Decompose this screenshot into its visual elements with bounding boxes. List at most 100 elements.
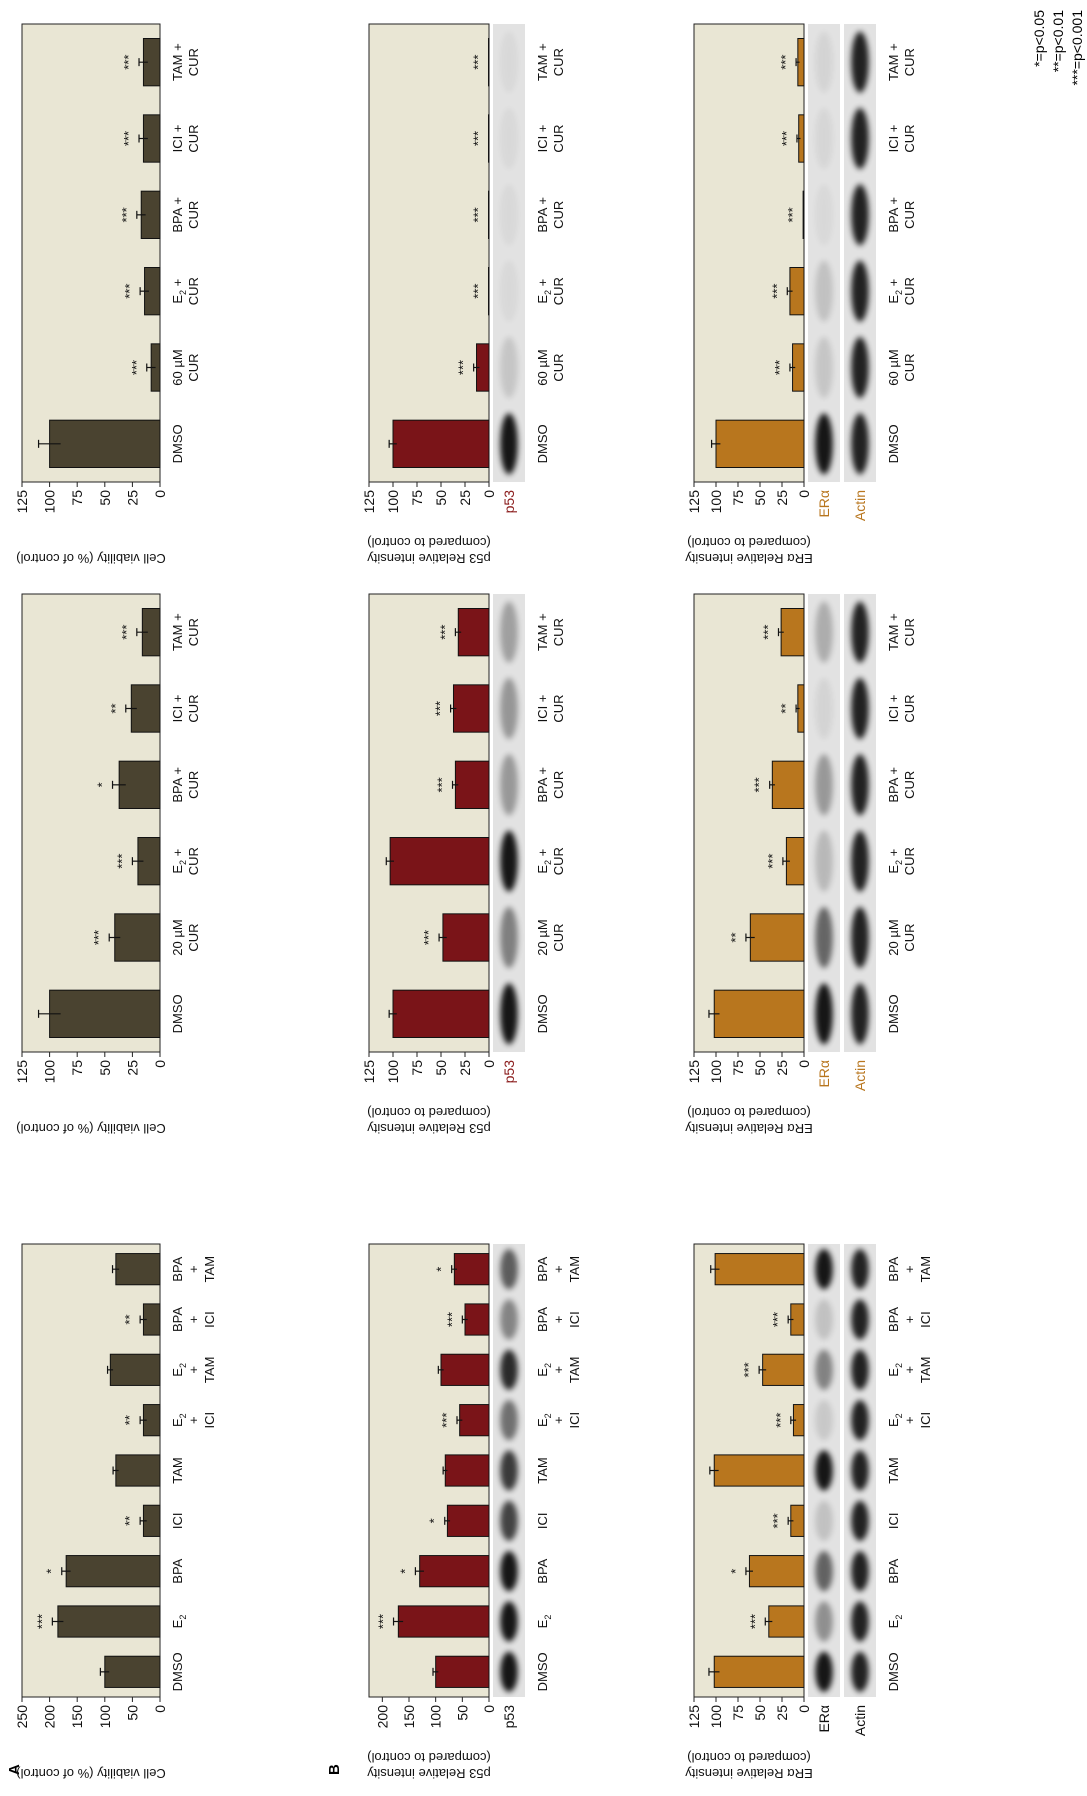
significance-label: *** xyxy=(752,777,767,792)
chart-svg-a3: Cell viability (% of control) 0 25 50 75 100 1… xyxy=(14,23,201,566)
significance-label: *** xyxy=(121,131,136,146)
blot-band xyxy=(815,184,833,246)
y-tick-label: 75 xyxy=(730,1060,746,1076)
bar xyxy=(749,913,805,962)
category-label: + xyxy=(902,1316,917,1324)
blot-band xyxy=(500,184,518,246)
bar xyxy=(114,913,161,962)
bar xyxy=(49,419,161,468)
legend-one-star: *=p<0.05 xyxy=(1031,10,1047,67)
y-axis-label: (compared to control) xyxy=(367,1750,491,1765)
category-label: CUR xyxy=(902,771,917,799)
y-axis-label: Cell viability (% of control) xyxy=(16,551,166,566)
plot-area xyxy=(21,593,161,1053)
y-tick-label: 50 xyxy=(124,1705,140,1721)
category-label: 20 µM xyxy=(170,919,185,955)
y-tick-label: 75 xyxy=(730,490,746,506)
bar xyxy=(713,989,805,1038)
blot-label-p53: p53 xyxy=(501,490,517,514)
significance-label: *** xyxy=(91,930,106,945)
bar xyxy=(109,1353,161,1386)
significance-label: ** xyxy=(122,1516,137,1526)
significance-label: *** xyxy=(119,207,134,222)
category-label: CUR xyxy=(186,923,201,951)
category-label: CUR xyxy=(551,847,566,875)
y-tick-label: 0 xyxy=(152,1060,168,1068)
category-label: E2 xyxy=(535,1413,553,1427)
category-label: 20 µM xyxy=(535,919,550,955)
category-label: DMSO xyxy=(170,994,185,1033)
bar xyxy=(419,1555,490,1588)
blot-band xyxy=(815,1601,833,1642)
category-label: BPA xyxy=(535,1256,550,1281)
blot-band xyxy=(500,336,518,399)
category-label: CUR xyxy=(186,618,201,646)
bar xyxy=(457,608,490,657)
category-label: TAM xyxy=(567,1357,582,1383)
bar xyxy=(435,1655,490,1688)
chart-a2: Cell viability (% of control) 0 25 50 75 100 1… xyxy=(8,580,266,1140)
blot-band xyxy=(851,601,869,663)
category-label: E2 + xyxy=(535,849,553,874)
category-label: BPA xyxy=(170,1256,185,1281)
blot-label-actin: Actin xyxy=(852,1060,868,1091)
blot-band xyxy=(815,983,833,1045)
blot-band xyxy=(500,601,518,663)
blot-band xyxy=(851,677,869,740)
chart-b6: ERα Relative intensity (compared to contr… xyxy=(680,10,1010,570)
y-tick-label: 125 xyxy=(686,1705,702,1729)
significance-label: *** xyxy=(747,1614,762,1629)
blot-band xyxy=(815,1400,833,1441)
blot-band xyxy=(851,336,869,399)
category-label: BPA + xyxy=(886,197,901,233)
y-tick-label: 125 xyxy=(686,490,702,514)
plot-area xyxy=(693,23,805,483)
blot-strip-actin xyxy=(844,594,876,1052)
blot-label-era: ERα xyxy=(816,490,832,518)
category-label: E2 + xyxy=(886,279,904,304)
y-tick-label: 50 xyxy=(433,490,449,506)
blot-strip-era xyxy=(808,24,840,482)
category-label: E2 + xyxy=(886,849,904,874)
significance-label: *** xyxy=(433,701,448,716)
significance-label: * xyxy=(434,1267,449,1272)
category-label: + xyxy=(551,1265,566,1273)
category-label: BPA + xyxy=(535,767,550,803)
category-label: DMSO xyxy=(535,1652,550,1691)
y-tick-label: 150 xyxy=(401,1705,417,1729)
category-label: + xyxy=(902,1366,917,1374)
blot-band xyxy=(851,413,869,475)
category-label: TAM + xyxy=(535,613,550,651)
significance-label: *** xyxy=(779,131,794,146)
bar xyxy=(65,1555,161,1588)
category-label: ICI + xyxy=(170,125,185,153)
bar xyxy=(802,190,805,239)
category-label: TAM xyxy=(202,1357,217,1383)
category-label: CUR xyxy=(551,923,566,951)
y-tick-label: 125 xyxy=(361,490,377,514)
bar xyxy=(714,1253,805,1286)
significance-label: *** xyxy=(785,207,800,222)
significance-label: *** xyxy=(376,1614,391,1629)
category-label: TAM xyxy=(886,1457,901,1483)
category-label: BPA xyxy=(170,1307,185,1332)
category-label: TAM xyxy=(918,1256,933,1282)
y-tick-label: 125 xyxy=(686,1060,702,1084)
blot-band xyxy=(500,107,518,170)
category-label: CUR xyxy=(551,48,566,76)
y-tick-label: 150 xyxy=(69,1705,85,1729)
category-label: DMSO xyxy=(886,424,901,463)
category-label: TAM xyxy=(170,1457,185,1483)
chart-b2: p53 Relative intensity (compared to contr… xyxy=(355,580,625,1140)
blot-strip-p53 xyxy=(493,594,525,1052)
y-tick-label: 50 xyxy=(97,1060,113,1076)
y-tick-label: 0 xyxy=(481,1705,497,1713)
category-label: BPA + xyxy=(535,197,550,233)
y-tick-label: 50 xyxy=(433,1060,449,1076)
blot-band xyxy=(815,260,833,322)
bar xyxy=(452,684,490,733)
plot-area xyxy=(368,23,490,483)
category-label: + xyxy=(902,1265,917,1273)
blot-band xyxy=(851,754,869,816)
y-tick-label: 100 xyxy=(97,1705,113,1729)
